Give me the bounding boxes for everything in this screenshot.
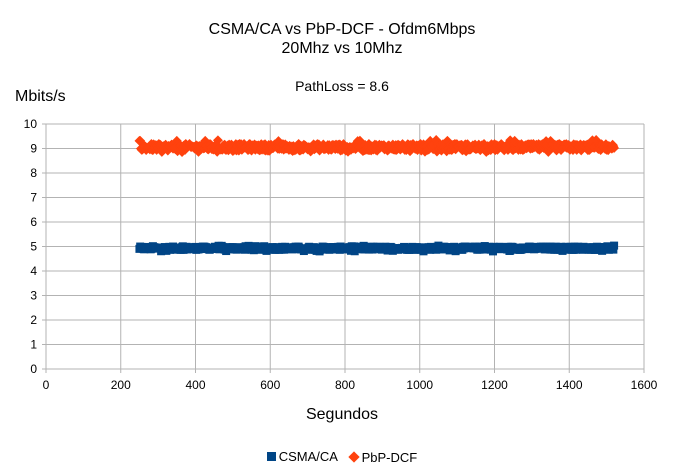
y-tick-label: 9: [30, 142, 37, 156]
y-tick-label: 7: [30, 191, 37, 205]
y-tick-label: 10: [24, 117, 38, 131]
x-tick-label: 1200: [481, 378, 508, 392]
pbp-point: [212, 135, 223, 146]
y-tick-label: 6: [30, 215, 37, 229]
csma-point: [609, 245, 618, 254]
x-tick-label: 1600: [631, 378, 658, 392]
legend-label-pbp: PbP-DCF: [361, 449, 418, 465]
chart-subtitle: PathLoss = 8.6: [295, 78, 389, 94]
y-tick-label: 0: [30, 362, 37, 376]
y-axis-label: Mbits/s: [15, 88, 66, 105]
legend: CSMA/CA PbP-DCF: [0, 449, 684, 465]
x-tick-label: 200: [111, 378, 131, 392]
y-tick-label: 1: [30, 338, 37, 352]
x-tick-label: 400: [185, 378, 205, 392]
legend-square-marker: [266, 452, 276, 461]
legend-item-csma: CSMA/CA: [266, 449, 338, 464]
y-tick-label: 3: [30, 289, 37, 303]
x-tick-label: 0: [43, 378, 50, 392]
csma-point: [610, 241, 619, 250]
y-tick-label: 4: [30, 264, 37, 278]
x-axis-label: Segundos: [305, 406, 379, 423]
y-tick-label: 8: [30, 166, 37, 180]
legend-diamond-marker: [347, 451, 360, 463]
x-tick-label: 600: [260, 378, 280, 392]
chart-title-line2: 20Mhz vs 10Mhz: [281, 40, 403, 57]
legend-label-csma: CSMA/CA: [278, 449, 338, 464]
x-tick-label: 1000: [406, 378, 433, 392]
y-tick-label: 5: [30, 240, 37, 254]
legend-item-pbp: PbP-DCF: [347, 449, 418, 465]
pbp-point: [609, 143, 620, 153]
chart-title: CSMA/CA vs PbP-DCF - Ofdm6Mbps: [208, 21, 476, 38]
x-tick-label: 1400: [556, 378, 583, 392]
y-tick-label: 2: [30, 313, 37, 327]
x-tick-label: 800: [335, 378, 355, 392]
